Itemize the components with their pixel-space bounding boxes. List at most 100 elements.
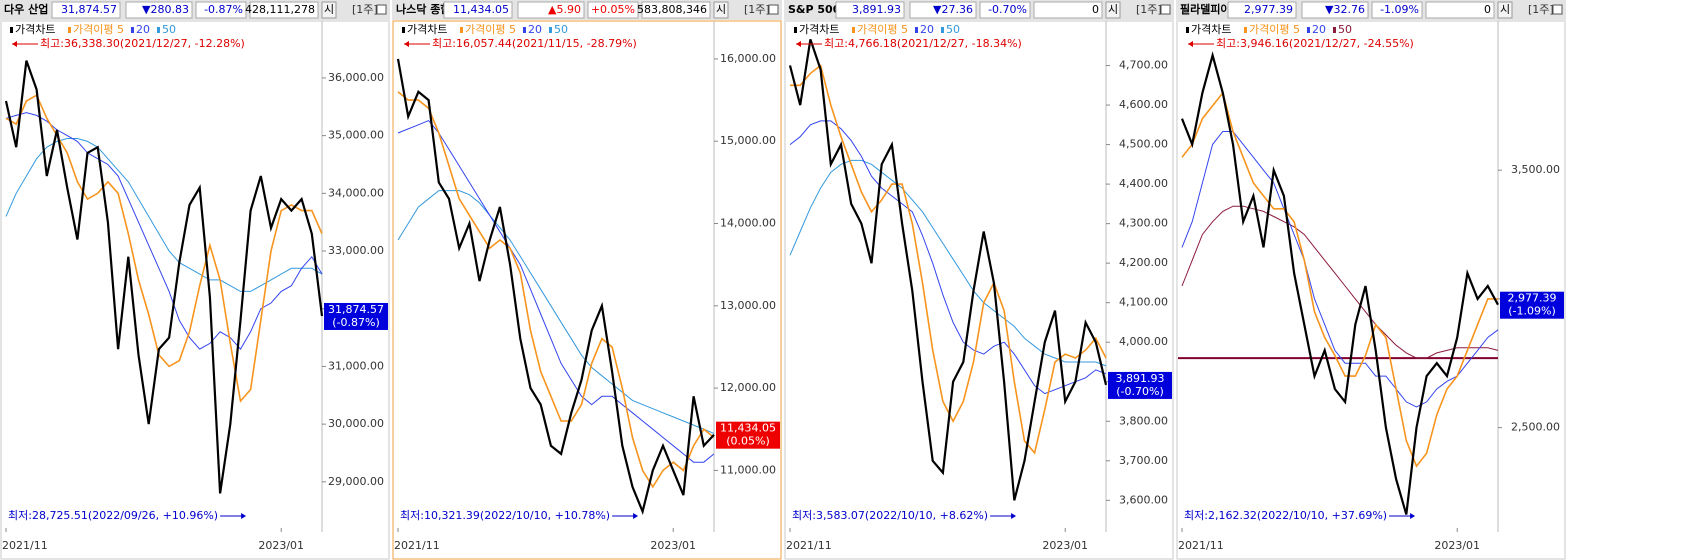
price-box-value: 11,434.05 — [720, 422, 776, 435]
legend-swatch — [940, 27, 944, 33]
header-price: 3,891.93 — [852, 3, 901, 16]
header-price: 11,434.05 — [453, 3, 509, 16]
x-tick-label: 2021/11 — [2, 539, 48, 552]
period-icon[interactable] — [1552, 4, 1563, 15]
series-line — [396, 58, 715, 516]
legend-swatch — [130, 27, 134, 33]
y-tick-label: 12,000.00 — [720, 381, 776, 394]
header-field — [195, 1, 247, 19]
header-volume: 428,111,278 — [245, 3, 315, 16]
series-line — [789, 120, 1107, 395]
button-box[interactable] — [1105, 1, 1121, 19]
y-tick-label: 3,800.00 — [1119, 414, 1168, 427]
button[interactable]: 시 — [324, 3, 334, 16]
series-line — [1181, 205, 1499, 359]
x-tick-label: 2023/01 — [1042, 539, 1088, 552]
header-price: 2,977.39 — [1244, 3, 1293, 16]
header-change-pct: -1.09% — [1380, 3, 1419, 16]
period[interactable]: [1주] — [352, 3, 378, 16]
button[interactable]: 시 — [1108, 3, 1118, 16]
header-change-pct: -0.70% — [988, 3, 1027, 16]
y-tick-label: 36,000.00 — [328, 71, 384, 84]
min-arrow-head — [241, 513, 247, 519]
y-tick-label: 4,000.00 — [1119, 335, 1168, 348]
series-line — [790, 64, 1107, 455]
button-box[interactable] — [713, 1, 729, 19]
legend-label: 가격차트 — [15, 23, 55, 36]
button[interactable]: 시 — [716, 3, 726, 16]
button-box[interactable] — [1497, 1, 1513, 19]
price-box-label: (0.05%) — [726, 435, 770, 448]
y-tick-label: 4,200.00 — [1119, 256, 1168, 269]
legend-swatch — [1186, 27, 1189, 33]
y-tick-label: 15,000.00 — [720, 134, 776, 147]
period-icon[interactable] — [768, 4, 779, 15]
y-tick-label: 4,100.00 — [1119, 296, 1168, 309]
min-arrow-head — [633, 513, 639, 519]
y-tick-label: 33,000.00 — [328, 244, 384, 257]
button-box[interactable] — [321, 1, 337, 19]
header-change: ▲5.90 — [548, 3, 581, 16]
legend-label: 20 — [136, 23, 150, 36]
legend-label: 가격이평 5 — [73, 23, 124, 36]
min-label: 최저:2,162.32(2022/10/10, +37.69%) — [1184, 509, 1387, 522]
price-box-label: (-0.70%) — [1116, 385, 1164, 398]
period[interactable]: [1주] — [744, 3, 770, 16]
price-box-label: (-1.09%) — [1508, 305, 1556, 318]
legend-swatch — [68, 27, 71, 33]
button[interactable]: 시 — [1500, 3, 1510, 16]
price-box-label: (-0.87%) — [332, 316, 380, 329]
max-label: 최고:3,946.16(2021/12/27, -24.55%) — [1216, 37, 1414, 50]
y-tick-label: 4,300.00 — [1119, 217, 1168, 230]
y-tick-label: 2,500.00 — [1511, 421, 1560, 434]
header-change-pct: +0.05% — [591, 3, 635, 16]
stock-name: 다우 산업 — [4, 2, 48, 16]
panel-border — [1176, 20, 1566, 560]
min-label: 최저:3,583.07(2022/10/10, +8.62%) — [792, 509, 988, 522]
header-change: ▼27.36 — [933, 3, 973, 16]
max-arrow-head — [1188, 41, 1193, 47]
legend-label: 가격이평 5 — [1249, 23, 1300, 36]
panel-border — [392, 20, 782, 560]
y-tick-label: 34,000.00 — [328, 186, 384, 199]
x-tick-label: 2021/11 — [786, 539, 832, 552]
y-tick-label: 11,000.00 — [720, 463, 776, 476]
header-field — [1033, 1, 1103, 19]
legend-swatch — [794, 27, 797, 33]
series-line — [5, 112, 323, 350]
y-tick-label: 16,000.00 — [720, 52, 776, 65]
period-icon[interactable] — [1160, 4, 1171, 15]
x-tick-label: 2023/01 — [650, 539, 696, 552]
price-box — [324, 302, 388, 330]
max-label: 최고:4,766.18(2021/12/27, -18.34%) — [824, 37, 1022, 50]
period[interactable]: [1주] — [1528, 3, 1554, 16]
max-arrow-head — [12, 41, 17, 47]
panel-border — [784, 20, 1174, 560]
max-arrow-head — [796, 41, 801, 47]
header-field — [249, 1, 319, 19]
header-field — [1301, 1, 1369, 19]
header-field — [1227, 1, 1297, 19]
header-field — [641, 1, 711, 19]
header-change: ▼280.83 — [142, 3, 189, 16]
legend-label: 가격차트 — [407, 23, 447, 36]
y-tick-label: 4,600.00 — [1119, 98, 1168, 111]
legend-label: 20 — [920, 23, 934, 36]
y-tick-label: 29,000.00 — [328, 475, 384, 488]
legend-label: 50 — [554, 23, 568, 36]
header-field — [443, 1, 513, 19]
legend-swatch — [10, 27, 13, 33]
stock-name: 필라델피아 — [1180, 2, 1231, 16]
period[interactable]: [1주] — [1136, 3, 1162, 16]
period-icon[interactable] — [376, 4, 387, 15]
y-tick-label: 31,000.00 — [328, 359, 384, 372]
price-box — [716, 421, 780, 449]
y-tick-label: 3,600.00 — [1119, 493, 1168, 506]
y-tick-label: 4,400.00 — [1119, 177, 1168, 190]
y-tick-label: 4,700.00 — [1119, 59, 1168, 72]
y-tick-label: 3,500.00 — [1511, 163, 1560, 176]
header-field — [835, 1, 905, 19]
legend-swatch — [156, 27, 160, 33]
